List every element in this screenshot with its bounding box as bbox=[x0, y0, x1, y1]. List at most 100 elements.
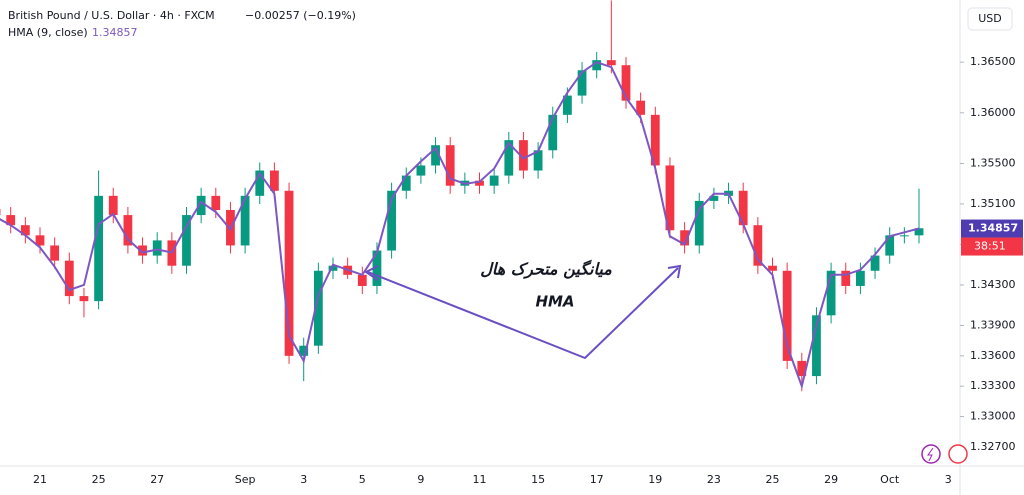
x-tick-label: 3 bbox=[300, 473, 307, 486]
candle-body bbox=[284, 190, 294, 356]
icon[interactable] bbox=[921, 444, 941, 464]
candle-body bbox=[489, 175, 499, 186]
candle-body bbox=[650, 114, 660, 166]
hma-line bbox=[0, 61, 920, 390]
candle-body bbox=[152, 240, 162, 256]
candle-body bbox=[108, 195, 118, 216]
x-tick-label: 27 bbox=[150, 473, 164, 486]
legend-value: 1.34857 bbox=[92, 26, 138, 39]
currency-box[interactable] bbox=[967, 7, 1013, 31]
candle-body bbox=[299, 345, 309, 356]
candle-body bbox=[636, 100, 646, 115]
x-tick-label: 3 bbox=[945, 473, 952, 486]
x-tick-label: 25 bbox=[92, 473, 106, 486]
candle-body bbox=[50, 245, 60, 261]
chart-title: British Pound / U.S. Dollar · 4h · FXCM bbox=[8, 9, 215, 22]
y-tick-label: 1.33900 bbox=[970, 318, 1016, 331]
candle-body bbox=[182, 215, 191, 266]
candle-body bbox=[211, 195, 221, 211]
candle-body bbox=[826, 270, 836, 316]
arrow-head-left bbox=[364, 265, 379, 281]
annotation-text: میانگین متحرک هال bbox=[480, 260, 612, 280]
currency-label: USD bbox=[978, 12, 1002, 25]
candle-body bbox=[475, 180, 484, 186]
price-tag bbox=[961, 219, 1023, 238]
arrow-lines bbox=[367, 267, 679, 360]
x-tick-label: 25 bbox=[766, 473, 780, 486]
candle-body bbox=[856, 270, 865, 286]
candle-body bbox=[387, 190, 396, 251]
candle-body bbox=[328, 265, 338, 271]
x-tick-label: 21 bbox=[33, 473, 47, 486]
candle-body bbox=[782, 270, 792, 361]
candle-body bbox=[885, 235, 895, 256]
candle-body bbox=[504, 140, 514, 176]
candle-body bbox=[79, 296, 89, 302]
x-tick-label: Sep bbox=[235, 473, 256, 486]
annotation-arrows bbox=[364, 264, 682, 360]
candle-body bbox=[709, 195, 719, 201]
candle-body bbox=[445, 145, 455, 186]
annotation-subtext: HMA bbox=[535, 293, 574, 311]
candle-body bbox=[64, 260, 74, 297]
candle-body bbox=[533, 150, 543, 171]
candle-body bbox=[621, 65, 631, 101]
candle-body bbox=[665, 165, 675, 231]
candle-body bbox=[680, 230, 689, 246]
candle-body bbox=[123, 215, 133, 246]
candle-body bbox=[138, 245, 147, 256]
icon[interactable] bbox=[948, 444, 968, 464]
candle-body bbox=[812, 315, 821, 377]
plot-area bbox=[0, 0, 924, 392]
x-tick-label: 9 bbox=[417, 473, 424, 486]
candle-body bbox=[899, 235, 909, 237]
price-tag-label: 1.34857 bbox=[968, 222, 1018, 235]
x-tick-label: 5 bbox=[359, 473, 366, 486]
candle-body bbox=[20, 225, 30, 236]
candle-body bbox=[270, 170, 279, 191]
candle-body bbox=[35, 235, 45, 246]
price-change: −0.00257 (−0.19%) bbox=[245, 9, 356, 22]
x-tick-label: 23 bbox=[707, 473, 721, 486]
candle-body bbox=[606, 60, 616, 66]
y-tick-label: 1.35100 bbox=[970, 197, 1016, 210]
icon-bolt bbox=[927, 447, 934, 462]
candle-body bbox=[592, 60, 602, 71]
candle-body bbox=[914, 228, 924, 236]
bottom-icons bbox=[921, 444, 968, 464]
countdown-label: 38:51 bbox=[974, 240, 1006, 253]
candle-body bbox=[372, 250, 382, 286]
candle-body bbox=[519, 140, 528, 171]
candle-body bbox=[548, 114, 558, 151]
candle-body bbox=[416, 165, 426, 176]
candle-body bbox=[240, 195, 250, 246]
x-tick-label: 19 bbox=[648, 473, 662, 486]
y-tick-label: 1.33000 bbox=[970, 410, 1016, 423]
candle-body bbox=[431, 145, 440, 166]
x-tick-label: 17 bbox=[590, 473, 604, 486]
candle-body bbox=[797, 360, 807, 377]
candle-body bbox=[870, 255, 880, 271]
candle-body bbox=[255, 170, 265, 196]
y-tick-label: 1.36500 bbox=[970, 55, 1016, 68]
countdown-box bbox=[961, 237, 1023, 256]
x-tick-label: 15 bbox=[531, 473, 545, 486]
x-tick-label: 11 bbox=[473, 473, 487, 486]
y-tick-label: 1.34300 bbox=[970, 278, 1016, 291]
x-tick-label: 29 bbox=[824, 473, 838, 486]
candle-body bbox=[738, 190, 748, 226]
legend-entry: HMA (9, close) bbox=[8, 26, 88, 39]
y-tick-label: 1.32700 bbox=[970, 440, 1016, 453]
y-tick-label: 1.33300 bbox=[970, 379, 1016, 392]
candle-body bbox=[563, 95, 572, 115]
candle-body bbox=[401, 175, 411, 191]
candle-body bbox=[313, 270, 323, 346]
candle-body bbox=[768, 265, 777, 271]
axes: 1.365001.360001.355001.351001.347001.343… bbox=[33, 55, 1023, 486]
x-tick-label: Oct bbox=[880, 473, 900, 486]
candle-body bbox=[6, 215, 16, 226]
candle-body bbox=[196, 195, 206, 216]
y-tick-label: 1.33600 bbox=[970, 349, 1016, 362]
